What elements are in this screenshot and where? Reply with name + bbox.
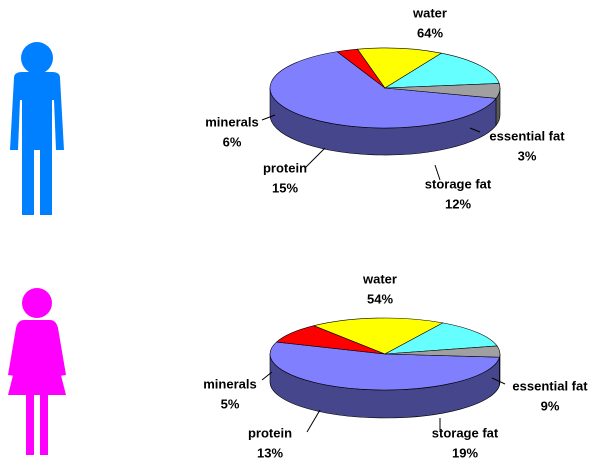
slice-value-label: 6% xyxy=(223,134,242,149)
slice-label: minerals xyxy=(205,114,258,129)
pie-slice xyxy=(384,322,498,355)
slice-label: water xyxy=(412,5,447,20)
slice-label: essential fat xyxy=(512,378,588,393)
leader-line xyxy=(491,377,506,385)
slice-value-label: 13% xyxy=(257,445,283,460)
slice-label: water xyxy=(362,271,397,286)
slice-label: minerals xyxy=(203,376,256,391)
slice-value-label: 54% xyxy=(367,291,393,306)
man-figure xyxy=(10,42,64,215)
woman-figure xyxy=(8,288,66,455)
pie-slice xyxy=(357,47,443,89)
slice-value-label: 12% xyxy=(445,196,471,211)
slice-value-label: 5% xyxy=(221,396,240,411)
leader-line xyxy=(306,409,321,433)
leader-line xyxy=(304,147,326,169)
pie-slice xyxy=(312,317,444,355)
slice-value-label: 3% xyxy=(518,148,537,163)
pie-slice xyxy=(269,51,497,129)
slice-value-label: 15% xyxy=(272,180,298,195)
pie-slice xyxy=(384,345,501,358)
leader-line xyxy=(261,114,276,121)
pie-slice xyxy=(269,341,500,391)
slice-label: essential fat xyxy=(489,128,565,143)
pie-slice xyxy=(383,52,500,89)
slice-value-label: 9% xyxy=(541,398,560,413)
slice-label: protein xyxy=(263,160,307,175)
leader-line xyxy=(434,164,441,181)
slice-value-label: 64% xyxy=(417,25,443,40)
slice-label: storage fat xyxy=(425,176,492,191)
slice-value-label: 19% xyxy=(452,445,478,460)
slice-label: protein xyxy=(248,425,292,440)
leader-line xyxy=(469,127,481,133)
leader-line xyxy=(261,371,273,381)
pie-slice xyxy=(384,83,501,99)
slice-label: storage fat xyxy=(432,425,499,440)
